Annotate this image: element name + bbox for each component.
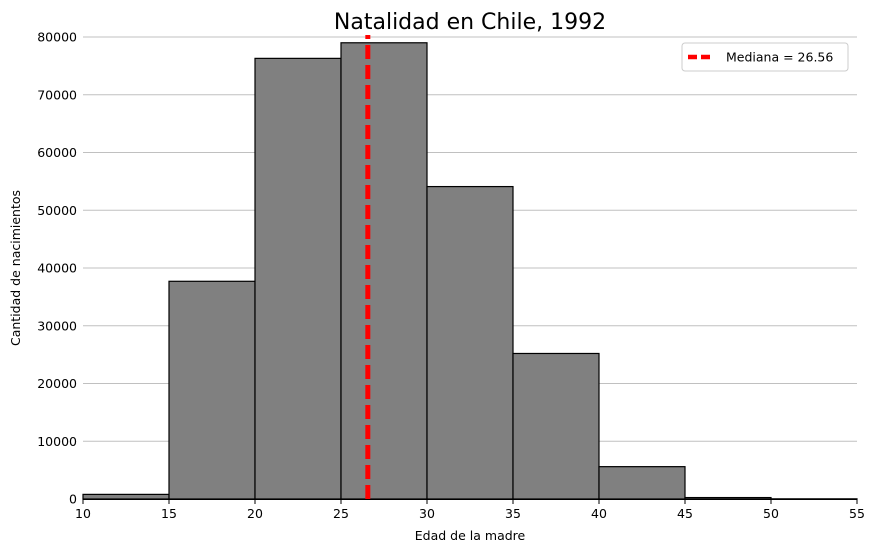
y-tick-label: 30000 <box>37 318 77 333</box>
x-tick-label: 10 <box>75 506 91 521</box>
y-tick-label: 10000 <box>37 434 77 449</box>
y-tick-label: 50000 <box>37 203 77 218</box>
y-tick-label: 40000 <box>37 261 77 276</box>
x-tick-label: 15 <box>161 506 177 521</box>
x-axis-label: Edad de la madre <box>415 528 526 543</box>
x-tick-label: 30 <box>419 506 435 521</box>
bars-layer <box>83 43 857 499</box>
y-tick-label: 0 <box>69 492 77 507</box>
x-tick-label: 55 <box>849 506 865 521</box>
y-tick-label: 20000 <box>37 376 77 391</box>
chart-title: Natalidad en Chile, 1992 <box>334 10 606 35</box>
histogram-bar <box>513 353 599 499</box>
x-tick-label: 35 <box>505 506 521 521</box>
y-tick-label: 60000 <box>37 145 77 160</box>
histogram-bar <box>427 187 513 499</box>
y-tick-label: 70000 <box>37 87 77 102</box>
histogram-bar <box>341 43 427 499</box>
y-tick-label: 80000 <box>37 30 77 45</box>
x-tick-label: 25 <box>333 506 349 521</box>
histogram-bar <box>169 281 255 499</box>
y-axis-label: Cantidad de nacimientos <box>8 190 23 346</box>
histogram-bar <box>83 494 169 499</box>
x-tick-label: 20 <box>247 506 263 521</box>
x-tick-label: 50 <box>763 506 779 521</box>
x-tick-label: 45 <box>677 506 693 521</box>
histogram-bar <box>685 498 771 499</box>
legend: Mediana = 26.56 <box>682 43 848 71</box>
x-tick-label: 40 <box>591 506 607 521</box>
histogram-bar <box>255 58 341 499</box>
legend-median-label: Mediana = 26.56 <box>726 50 833 65</box>
histogram-bar <box>599 467 685 499</box>
